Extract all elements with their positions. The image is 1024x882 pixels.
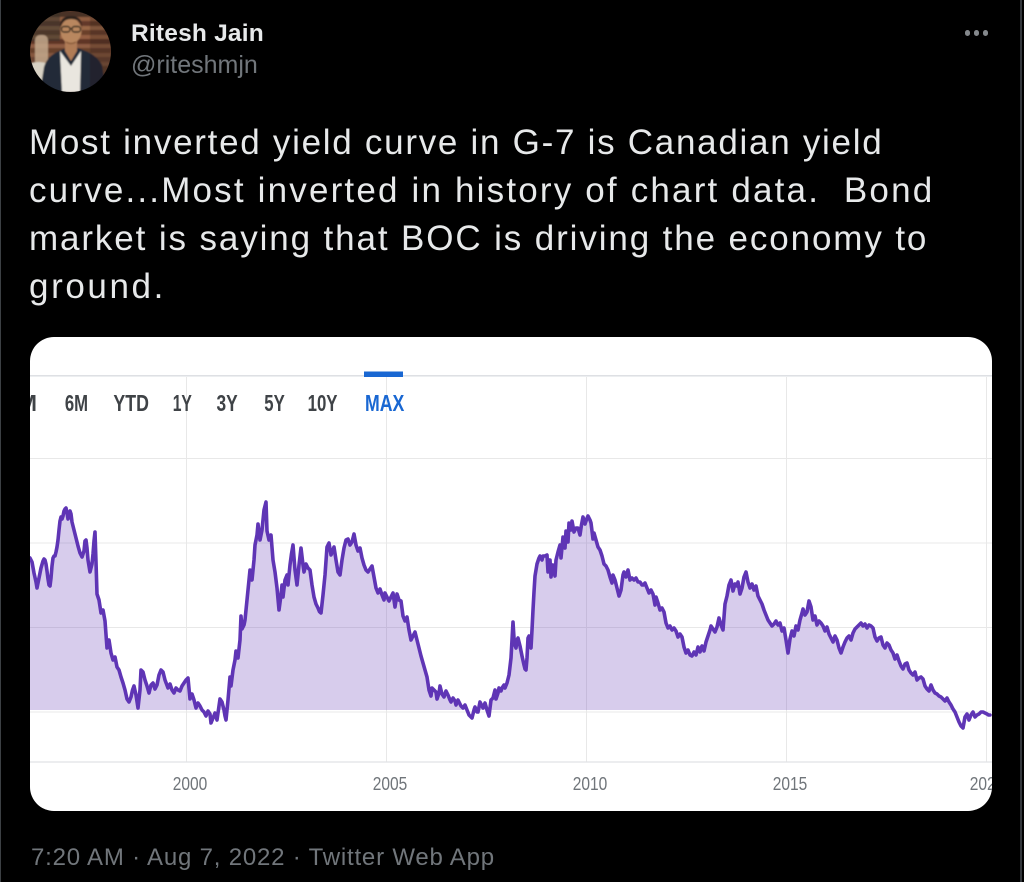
svg-text:10Y: 10Y — [308, 390, 338, 416]
svg-text:5Y: 5Y — [264, 390, 285, 416]
svg-text:2000: 2000 — [173, 774, 208, 794]
svg-text:2005: 2005 — [373, 774, 408, 794]
svg-text:3Y: 3Y — [217, 390, 238, 416]
svg-text:1M: 1M — [30, 390, 37, 416]
svg-text:2015: 2015 — [773, 774, 808, 794]
svg-text:YTD: YTD — [113, 390, 148, 416]
svg-text:6M: 6M — [65, 390, 88, 416]
svg-text:2020: 2020 — [970, 774, 992, 794]
svg-text:2010: 2010 — [573, 774, 608, 794]
svg-text:1Y: 1Y — [173, 390, 192, 416]
svg-text:MAX: MAX — [365, 390, 405, 416]
